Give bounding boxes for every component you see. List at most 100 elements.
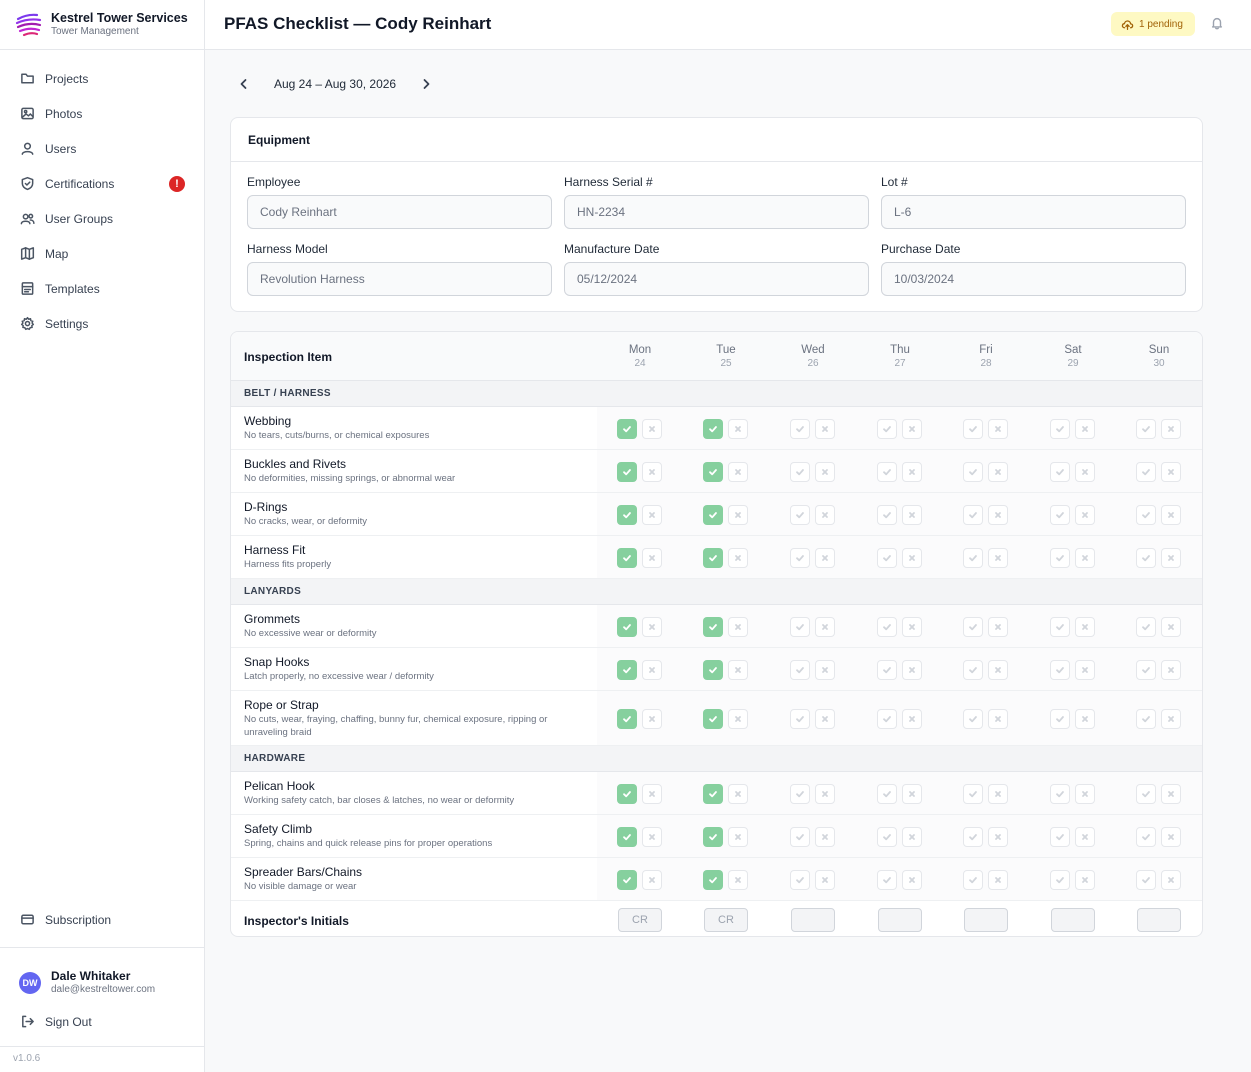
- pass-checkbox[interactable]: [877, 462, 897, 482]
- purchase-date-field[interactable]: 10/03/2024: [881, 262, 1186, 296]
- next-week-button[interactable]: [418, 74, 434, 94]
- fail-checkbox[interactable]: [815, 548, 835, 568]
- pass-checkbox[interactable]: [963, 709, 983, 729]
- notifications-button[interactable]: [1210, 16, 1226, 32]
- pass-checkbox[interactable]: [1050, 660, 1070, 680]
- fail-checkbox[interactable]: [815, 505, 835, 525]
- fail-checkbox[interactable]: [988, 462, 1008, 482]
- pass-checkbox[interactable]: [790, 548, 810, 568]
- fail-checkbox[interactable]: [1161, 827, 1181, 847]
- pass-checkbox[interactable]: [1136, 419, 1156, 439]
- fail-checkbox[interactable]: [902, 548, 922, 568]
- pass-checkbox[interactable]: [877, 617, 897, 637]
- pass-checkbox[interactable]: [790, 660, 810, 680]
- pass-checkbox[interactable]: [963, 617, 983, 637]
- fail-checkbox[interactable]: [815, 709, 835, 729]
- fail-checkbox[interactable]: [642, 462, 662, 482]
- fail-checkbox[interactable]: [1161, 505, 1181, 525]
- fail-checkbox[interactable]: [1075, 870, 1095, 890]
- pass-checkbox[interactable]: [617, 827, 637, 847]
- pass-checkbox[interactable]: [617, 709, 637, 729]
- fail-checkbox[interactable]: [1161, 462, 1181, 482]
- fail-checkbox[interactable]: [1075, 462, 1095, 482]
- pending-sync-badge[interactable]: 1 pending: [1111, 12, 1195, 36]
- pass-checkbox[interactable]: [963, 462, 983, 482]
- pass-checkbox[interactable]: [1050, 462, 1070, 482]
- fail-checkbox[interactable]: [728, 709, 748, 729]
- fail-checkbox[interactable]: [902, 784, 922, 804]
- pass-checkbox[interactable]: [790, 617, 810, 637]
- harness-model-field[interactable]: Revolution Harness: [247, 262, 552, 296]
- pass-checkbox[interactable]: [1136, 870, 1156, 890]
- pass-checkbox[interactable]: [617, 660, 637, 680]
- fail-checkbox[interactable]: [642, 419, 662, 439]
- fail-checkbox[interactable]: [642, 784, 662, 804]
- brand[interactable]: Kestrel Tower Services Tower Management: [0, 0, 204, 50]
- employee-field[interactable]: Cody Reinhart: [247, 195, 552, 229]
- sign-out-button[interactable]: Sign Out: [0, 1004, 204, 1039]
- pass-checkbox[interactable]: [1136, 548, 1156, 568]
- pass-checkbox[interactable]: [963, 419, 983, 439]
- pass-checkbox[interactable]: [1136, 617, 1156, 637]
- pass-checkbox[interactable]: [703, 870, 723, 890]
- pass-checkbox[interactable]: [617, 505, 637, 525]
- pass-checkbox[interactable]: [1136, 709, 1156, 729]
- pass-checkbox[interactable]: [703, 548, 723, 568]
- pass-checkbox[interactable]: [877, 548, 897, 568]
- pass-checkbox[interactable]: [790, 827, 810, 847]
- fail-checkbox[interactable]: [815, 784, 835, 804]
- fail-checkbox[interactable]: [642, 617, 662, 637]
- sidebar-item-users[interactable]: Users: [0, 131, 204, 166]
- user-profile[interactable]: DW Dale Whitaker dale@kestreltower.com: [0, 948, 204, 996]
- fail-checkbox[interactable]: [902, 709, 922, 729]
- sidebar-item-certifications[interactable]: Certifications !: [0, 166, 204, 201]
- fail-checkbox[interactable]: [1161, 870, 1181, 890]
- fail-checkbox[interactable]: [815, 419, 835, 439]
- fail-checkbox[interactable]: [1075, 660, 1095, 680]
- fail-checkbox[interactable]: [988, 870, 1008, 890]
- pass-checkbox[interactable]: [703, 827, 723, 847]
- fail-checkbox[interactable]: [1161, 617, 1181, 637]
- pass-checkbox[interactable]: [1136, 660, 1156, 680]
- pass-checkbox[interactable]: [790, 784, 810, 804]
- pass-checkbox[interactable]: [617, 462, 637, 482]
- fail-checkbox[interactable]: [988, 827, 1008, 847]
- fail-checkbox[interactable]: [642, 827, 662, 847]
- pass-checkbox[interactable]: [617, 870, 637, 890]
- pass-checkbox[interactable]: [963, 548, 983, 568]
- fail-checkbox[interactable]: [1075, 827, 1095, 847]
- pass-checkbox[interactable]: [1050, 827, 1070, 847]
- pass-checkbox[interactable]: [790, 462, 810, 482]
- pass-checkbox[interactable]: [1050, 505, 1070, 525]
- fail-checkbox[interactable]: [1075, 709, 1095, 729]
- pass-checkbox[interactable]: [1136, 784, 1156, 804]
- pass-checkbox[interactable]: [703, 784, 723, 804]
- fail-checkbox[interactable]: [988, 617, 1008, 637]
- pass-checkbox[interactable]: [1050, 784, 1070, 804]
- lot-field[interactable]: L-6: [881, 195, 1186, 229]
- fail-checkbox[interactable]: [988, 709, 1008, 729]
- pass-checkbox[interactable]: [963, 827, 983, 847]
- fail-checkbox[interactable]: [815, 617, 835, 637]
- pass-checkbox[interactable]: [877, 419, 897, 439]
- fail-checkbox[interactable]: [815, 827, 835, 847]
- initials-input[interactable]: CR: [704, 908, 748, 932]
- pass-checkbox[interactable]: [790, 505, 810, 525]
- pass-checkbox[interactable]: [1050, 870, 1070, 890]
- sidebar-item-map[interactable]: Map: [0, 236, 204, 271]
- pass-checkbox[interactable]: [1136, 462, 1156, 482]
- sidebar-item-templates[interactable]: Templates: [0, 271, 204, 306]
- pass-checkbox[interactable]: [617, 419, 637, 439]
- pass-checkbox[interactable]: [703, 505, 723, 525]
- pass-checkbox[interactable]: [877, 660, 897, 680]
- fail-checkbox[interactable]: [642, 709, 662, 729]
- initials-input[interactable]: [964, 908, 1008, 932]
- pass-checkbox[interactable]: [790, 870, 810, 890]
- initials-input[interactable]: [1051, 908, 1095, 932]
- pass-checkbox[interactable]: [963, 784, 983, 804]
- fail-checkbox[interactable]: [902, 419, 922, 439]
- fail-checkbox[interactable]: [1075, 617, 1095, 637]
- fail-checkbox[interactable]: [1075, 548, 1095, 568]
- pass-checkbox[interactable]: [1136, 827, 1156, 847]
- pass-checkbox[interactable]: [1050, 617, 1070, 637]
